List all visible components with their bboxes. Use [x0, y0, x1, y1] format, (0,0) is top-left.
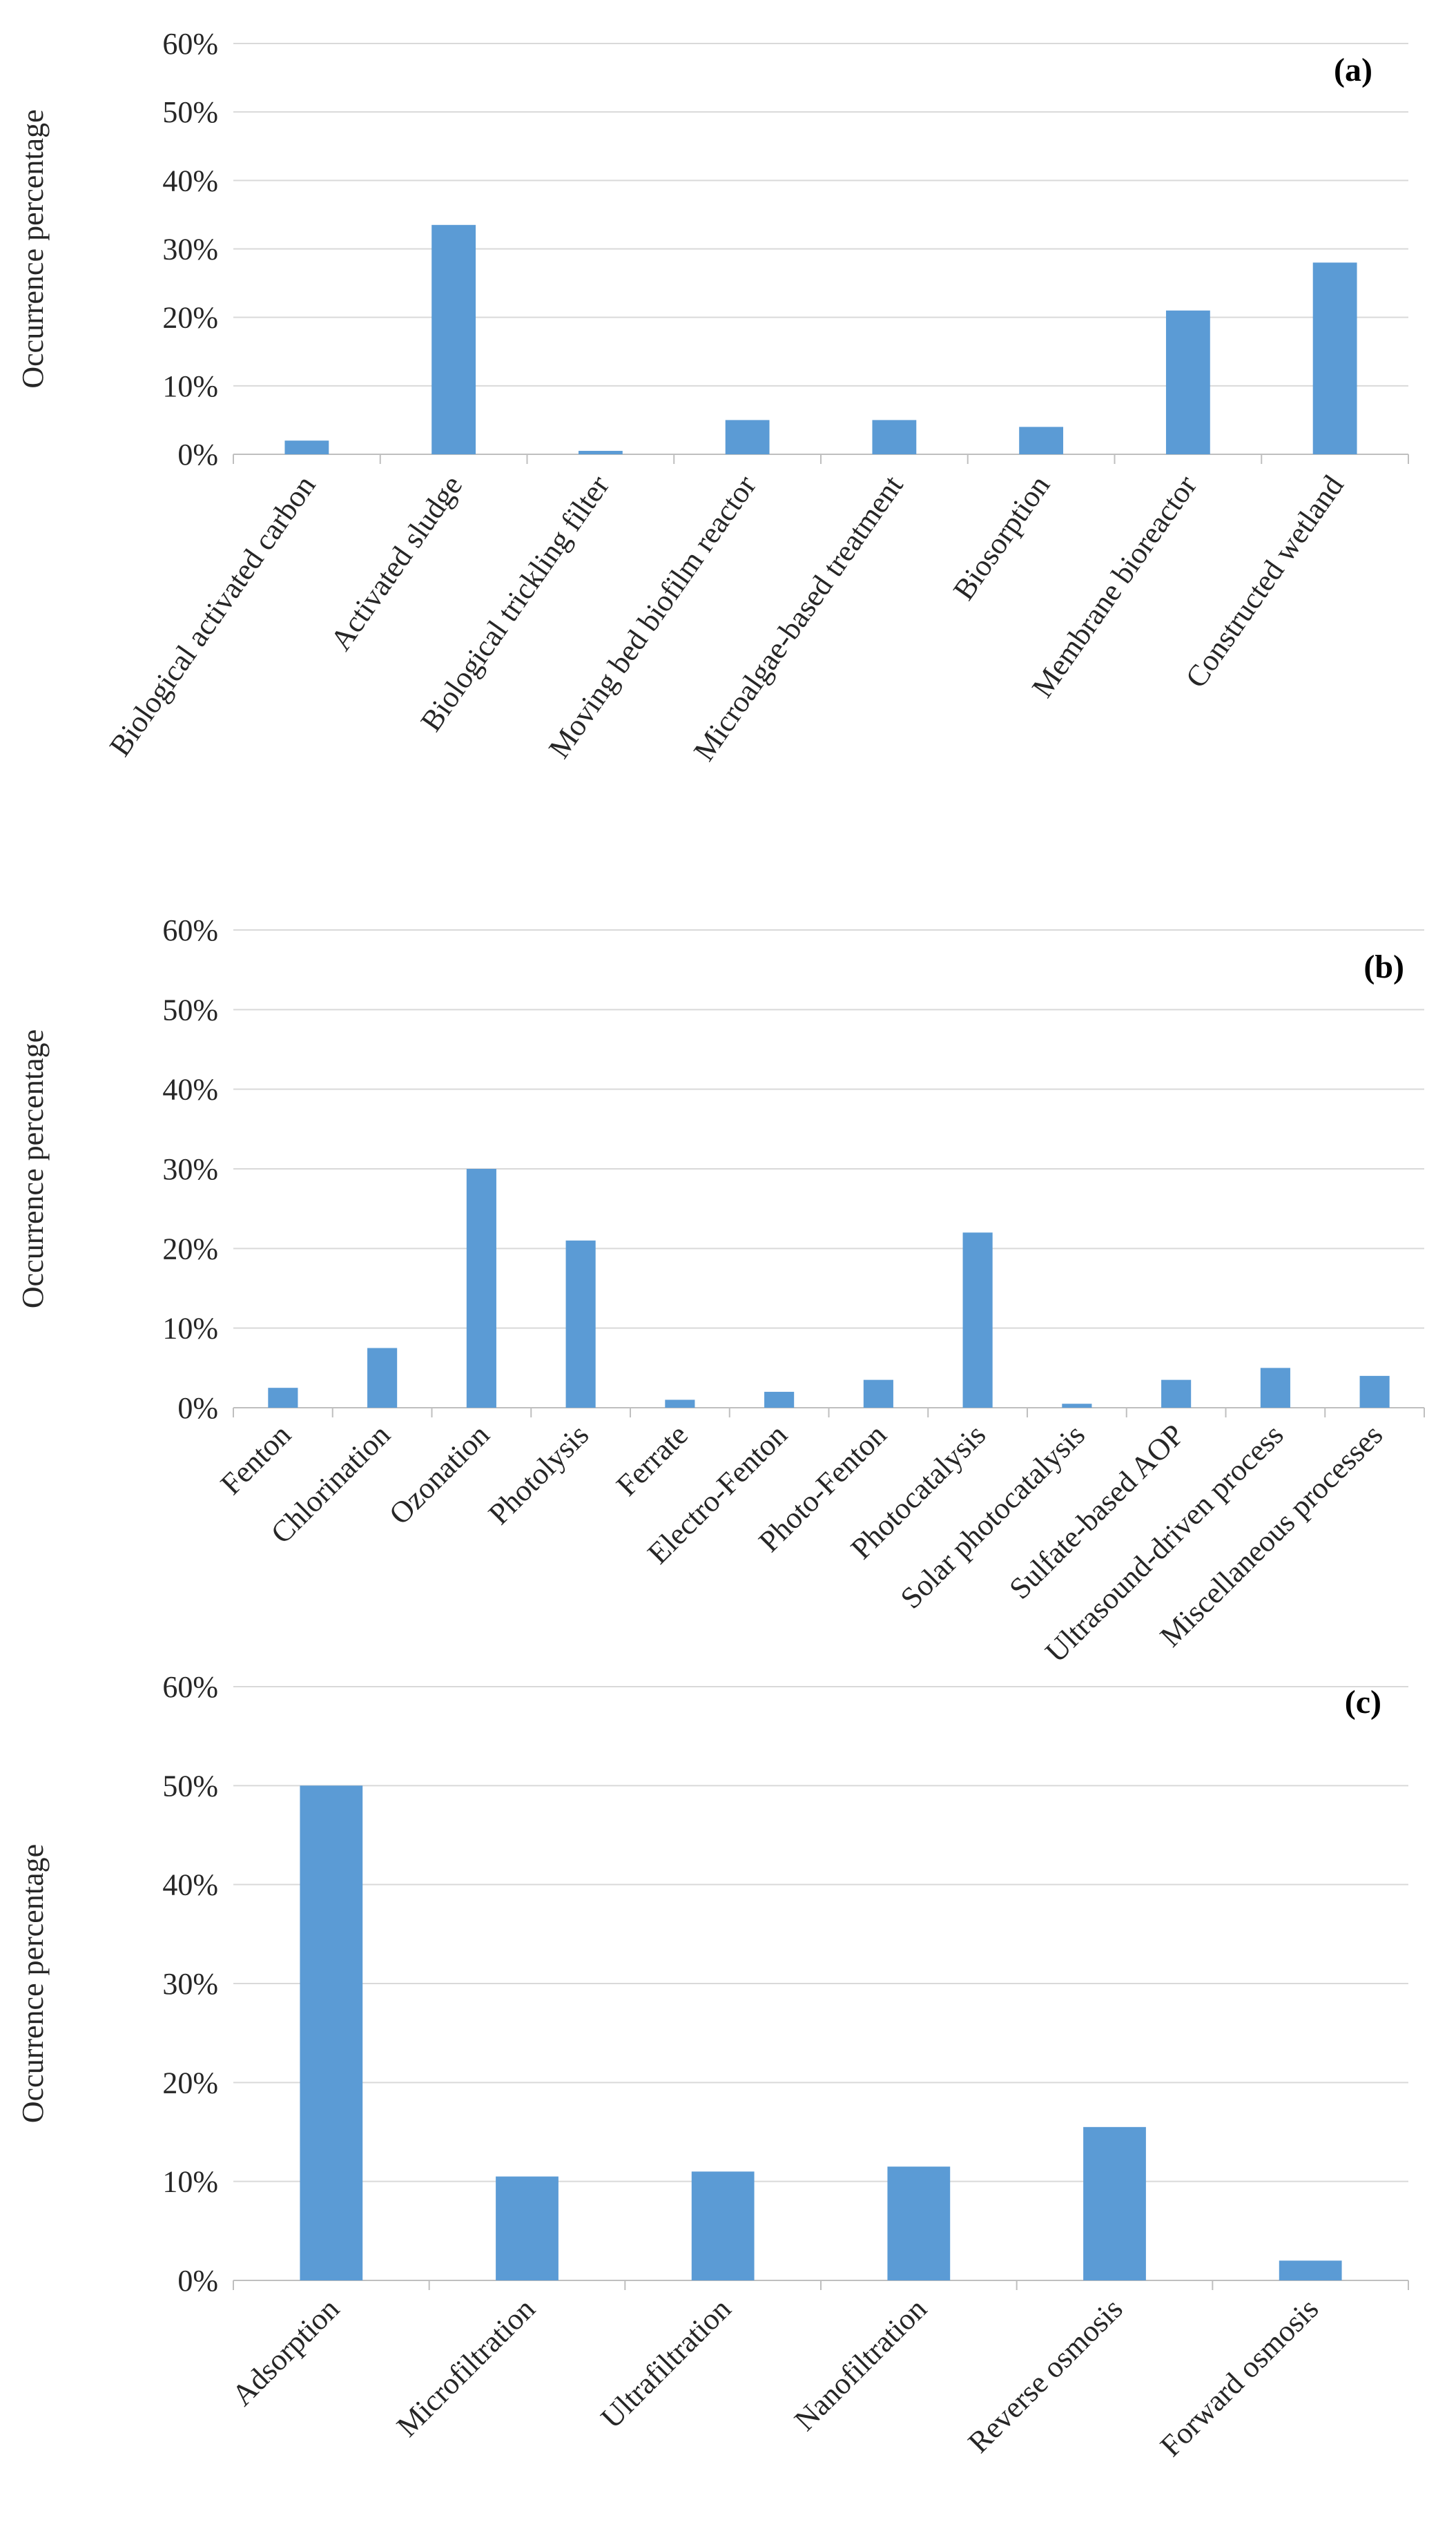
panel-tag-c: (c) [1345, 1684, 1381, 1720]
ytick-label-c-5: 50% [162, 1769, 218, 1803]
bar-b-4 [665, 1399, 695, 1408]
bar-a-1 [431, 224, 476, 454]
bar-c-3 [887, 2166, 951, 2280]
category-label-c-1: Microfiltration [390, 2291, 542, 2443]
ytick-label-a-3: 30% [162, 233, 218, 266]
category-label-c-3: Nanofiltration [788, 2291, 933, 2437]
ytick-label-c-2: 20% [162, 2066, 218, 2100]
chart-panel-b: 0%10%20%30%40%50%60%FentonChlorinationOz… [16, 913, 1425, 1669]
bar-c-0 [300, 1785, 363, 2280]
bar-a-3 [725, 420, 770, 454]
bar-b-0 [268, 1388, 298, 1408]
category-label-b-0: Fenton [214, 1417, 298, 1501]
bar-a-7 [1312, 262, 1357, 454]
bar-b-9 [1161, 1379, 1192, 1408]
bar-b-11 [1359, 1375, 1390, 1408]
category-label-b-2: Ozonation [382, 1417, 496, 1531]
bar-b-10 [1260, 1368, 1290, 1408]
ytick-label-b-0: 0% [177, 1391, 218, 1425]
y-axis-title-b: Occurrence percentage [16, 1029, 50, 1308]
bar-b-5 [764, 1391, 795, 1408]
bar-a-4 [872, 420, 917, 454]
ytick-label-b-6: 60% [162, 913, 218, 947]
ytick-label-a-6: 60% [162, 27, 218, 61]
ytick-label-a-0: 0% [177, 438, 218, 472]
bar-b-8 [1062, 1404, 1092, 1408]
ytick-label-a-1: 10% [162, 369, 218, 403]
category-label-c-2: Ultrafiltration [594, 2291, 737, 2434]
category-label-c-0: Adsorption [225, 2291, 346, 2412]
category-label-a-0: Biological activated carbon [103, 469, 322, 762]
bar-b-6 [863, 1379, 893, 1408]
y-axis-title-c: Occurrence percentage [16, 1844, 50, 2123]
y-axis-title-a: Occurrence percentage [16, 109, 50, 388]
category-label-a-6: Membrane bioreactor [1025, 469, 1203, 704]
ytick-label-a-5: 50% [162, 95, 218, 129]
bar-c-4 [1083, 2126, 1146, 2280]
ytick-label-a-2: 20% [162, 301, 218, 335]
ytick-label-b-4: 40% [162, 1073, 218, 1107]
category-label-c-5: Forward osmosis [1154, 2291, 1325, 2463]
category-label-a-5: Biosorption [947, 469, 1056, 606]
bar-c-2 [691, 2171, 755, 2280]
chart-panel-a: 0% 10% 20% 30% 40% 50% 60% Biological activated… [16, 27, 1409, 767]
bar-a-2 [578, 451, 623, 454]
ytick-label-c-6: 60% [162, 1670, 218, 1704]
ytick-label-a-4: 40% [162, 164, 218, 197]
panel-tag-a: (a) [1334, 52, 1372, 88]
category-label-c-4: Reverse osmosis [962, 2291, 1129, 2459]
chart-panel-c: 0% 10% 20% 30% 40% 50% 60% Adsorption Microfiltr… [16, 1670, 1409, 2463]
bar-b-7 [962, 1232, 993, 1408]
bar-a-6 [1165, 310, 1210, 454]
ytick-label-b-2: 20% [162, 1232, 218, 1266]
ytick-label-c-0: 0% [177, 2264, 218, 2298]
category-label-b-3: Photolysis [482, 1417, 595, 1531]
bar-c-1 [496, 2176, 559, 2280]
panel-tag-b: (b) [1363, 949, 1404, 985]
bar-b-2 [466, 1169, 496, 1408]
bar-b-3 [565, 1240, 596, 1408]
ytick-label-c-3: 30% [162, 1967, 218, 2001]
category-label-a-7: Constructed wetland [1179, 469, 1350, 694]
bar-b-1 [367, 1348, 398, 1408]
bar-a-0 [284, 440, 329, 454]
category-label-b-9: Sulfate-based AOP [1002, 1417, 1190, 1605]
category-label-b-8: Solar photocatalysis [894, 1417, 1091, 1615]
ytick-label-c-1: 10% [162, 2165, 218, 2199]
category-label-b-4: Ferrate [610, 1417, 695, 1502]
category-label-a-1: Activated sludge [324, 469, 469, 657]
ytick-label-c-4: 40% [162, 1868, 218, 1902]
bar-a-5 [1019, 427, 1064, 454]
ytick-label-b-1: 10% [162, 1312, 218, 1346]
bar-c-5 [1279, 2260, 1342, 2280]
ytick-label-b-3: 30% [162, 1152, 218, 1186]
ytick-label-b-5: 50% [162, 993, 218, 1027]
